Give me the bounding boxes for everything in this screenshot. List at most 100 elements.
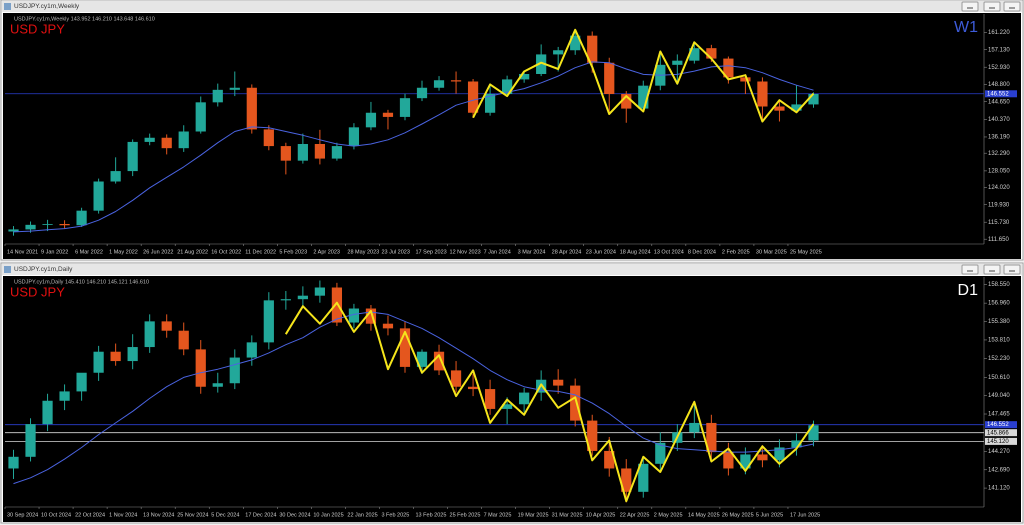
moving-average (13, 61, 814, 233)
price-label-box (985, 437, 1017, 445)
candle-body (416, 351, 428, 367)
candle-body (706, 422, 717, 453)
candle-body (399, 98, 411, 117)
x-tick-label: 7 Jan 2024 (484, 249, 511, 255)
window-title: USDJPY.cy1m,Daily (14, 266, 73, 273)
y-tick-label: 152.230 (988, 356, 1010, 362)
candle-body (587, 420, 598, 451)
y-tick-label: 153.810 (988, 338, 1010, 344)
minimize-button[interactable] (961, 1, 979, 12)
symbol-label: USD JPY (10, 284, 65, 299)
x-tick-label: 17 Dec 2024 (245, 512, 276, 518)
candle-body (93, 351, 104, 373)
y-tick-label: 144.650 (988, 99, 1010, 105)
x-tick-label: 14 Nov 2021 (7, 249, 38, 255)
candle-body (450, 370, 462, 387)
candle-body (484, 389, 496, 409)
candle-body (229, 87, 240, 90)
x-tick-label: 5 Jun 2025 (756, 512, 783, 518)
x-tick-label: 25 Feb 2025 (450, 512, 481, 518)
price-label: 146.552 (987, 422, 1009, 428)
x-tick-label: 18 Aug 2024 (620, 249, 651, 255)
chart-area (3, 13, 1021, 259)
candle-body (280, 146, 291, 161)
candle-body (553, 50, 564, 55)
y-tick-label: 156.960 (988, 301, 1010, 307)
candle-body (8, 456, 19, 469)
close-button[interactable] (1003, 264, 1021, 275)
candle-body (365, 308, 377, 324)
x-tick-label: 17 Sep 2023 (416, 249, 447, 255)
y-tick-label: 149.040 (988, 393, 1010, 399)
candle-body (433, 80, 445, 88)
candle-body (297, 295, 308, 300)
candle-body (774, 447, 785, 461)
y-tick-label: 115.730 (988, 220, 1010, 226)
candle-body (621, 94, 632, 109)
candle-body (502, 79, 513, 94)
candle-body (212, 383, 223, 387)
candle-body (161, 321, 172, 331)
candle-body (59, 224, 70, 226)
maximize-button[interactable] (983, 264, 1001, 275)
price-label: 146.552 (987, 91, 1009, 97)
candle-body (467, 81, 479, 113)
x-tick-label: 23 Jul 2023 (381, 249, 409, 255)
candle-body (25, 424, 36, 457)
timeframe-label: D1 (958, 282, 979, 299)
x-tick-label: 2 May 2025 (654, 512, 683, 518)
candle-body (672, 60, 683, 65)
y-tick-label: 144.270 (988, 449, 1010, 455)
x-tick-label: 1 May 2022 (109, 249, 138, 255)
candle-body (638, 85, 649, 109)
candle-body (502, 404, 513, 409)
x-tick-label: 26 May 2025 (722, 512, 754, 518)
candle-body (791, 440, 802, 448)
candle-body (808, 425, 819, 441)
candle-body (110, 171, 121, 182)
candle-body (604, 62, 615, 94)
candle-body (791, 104, 802, 111)
candle-body (42, 400, 53, 425)
candle-body (416, 87, 428, 99)
candle-body (519, 74, 530, 80)
maximize-button[interactable] (983, 1, 1001, 12)
x-tick-label: 26 Jun 2022 (143, 249, 173, 255)
zigzag-line (472, 28, 815, 123)
x-tick-label: 11 Dec 2022 (245, 249, 276, 255)
price-label-box (985, 429, 1017, 437)
candle-body (382, 323, 394, 329)
candle-body (110, 351, 121, 362)
candle-body (723, 452, 734, 469)
y-tick-label: 148.800 (988, 82, 1010, 88)
candle-body (365, 112, 377, 128)
candle-body (314, 287, 325, 296)
x-tick-label: 19 Mar 2025 (518, 512, 549, 518)
y-tick-label: 119.930 (988, 202, 1010, 208)
candle-body (42, 224, 53, 225)
candle-body (757, 81, 768, 107)
x-tick-label: 5 Feb 2023 (279, 249, 307, 255)
candle-body (536, 54, 547, 74)
candle-body (76, 372, 87, 392)
x-tick-label: 31 Mar 2025 (552, 512, 583, 518)
close-button[interactable] (1003, 1, 1021, 12)
chart-area (3, 276, 1021, 522)
x-tick-label: 10 Jan 2025 (313, 512, 343, 518)
candle-body (348, 308, 360, 323)
minimize-button[interactable] (961, 264, 979, 275)
y-tick-label: 155.380 (988, 319, 1010, 325)
price-label-box (985, 90, 1017, 98)
x-tick-label: 3 Mar 2024 (518, 249, 546, 255)
y-tick-label: 161.220 (988, 30, 1010, 36)
candle-body (144, 321, 155, 348)
x-tick-label: 16 Oct 2022 (211, 249, 241, 255)
candle-body (484, 94, 496, 113)
y-tick-label: 132.290 (988, 151, 1010, 157)
candle-body (25, 224, 36, 230)
x-tick-label: 13 Nov 2024 (143, 512, 174, 518)
candle-body (331, 287, 343, 323)
x-tick-label: 10 Apr 2025 (586, 512, 616, 518)
candle-body (246, 87, 257, 130)
